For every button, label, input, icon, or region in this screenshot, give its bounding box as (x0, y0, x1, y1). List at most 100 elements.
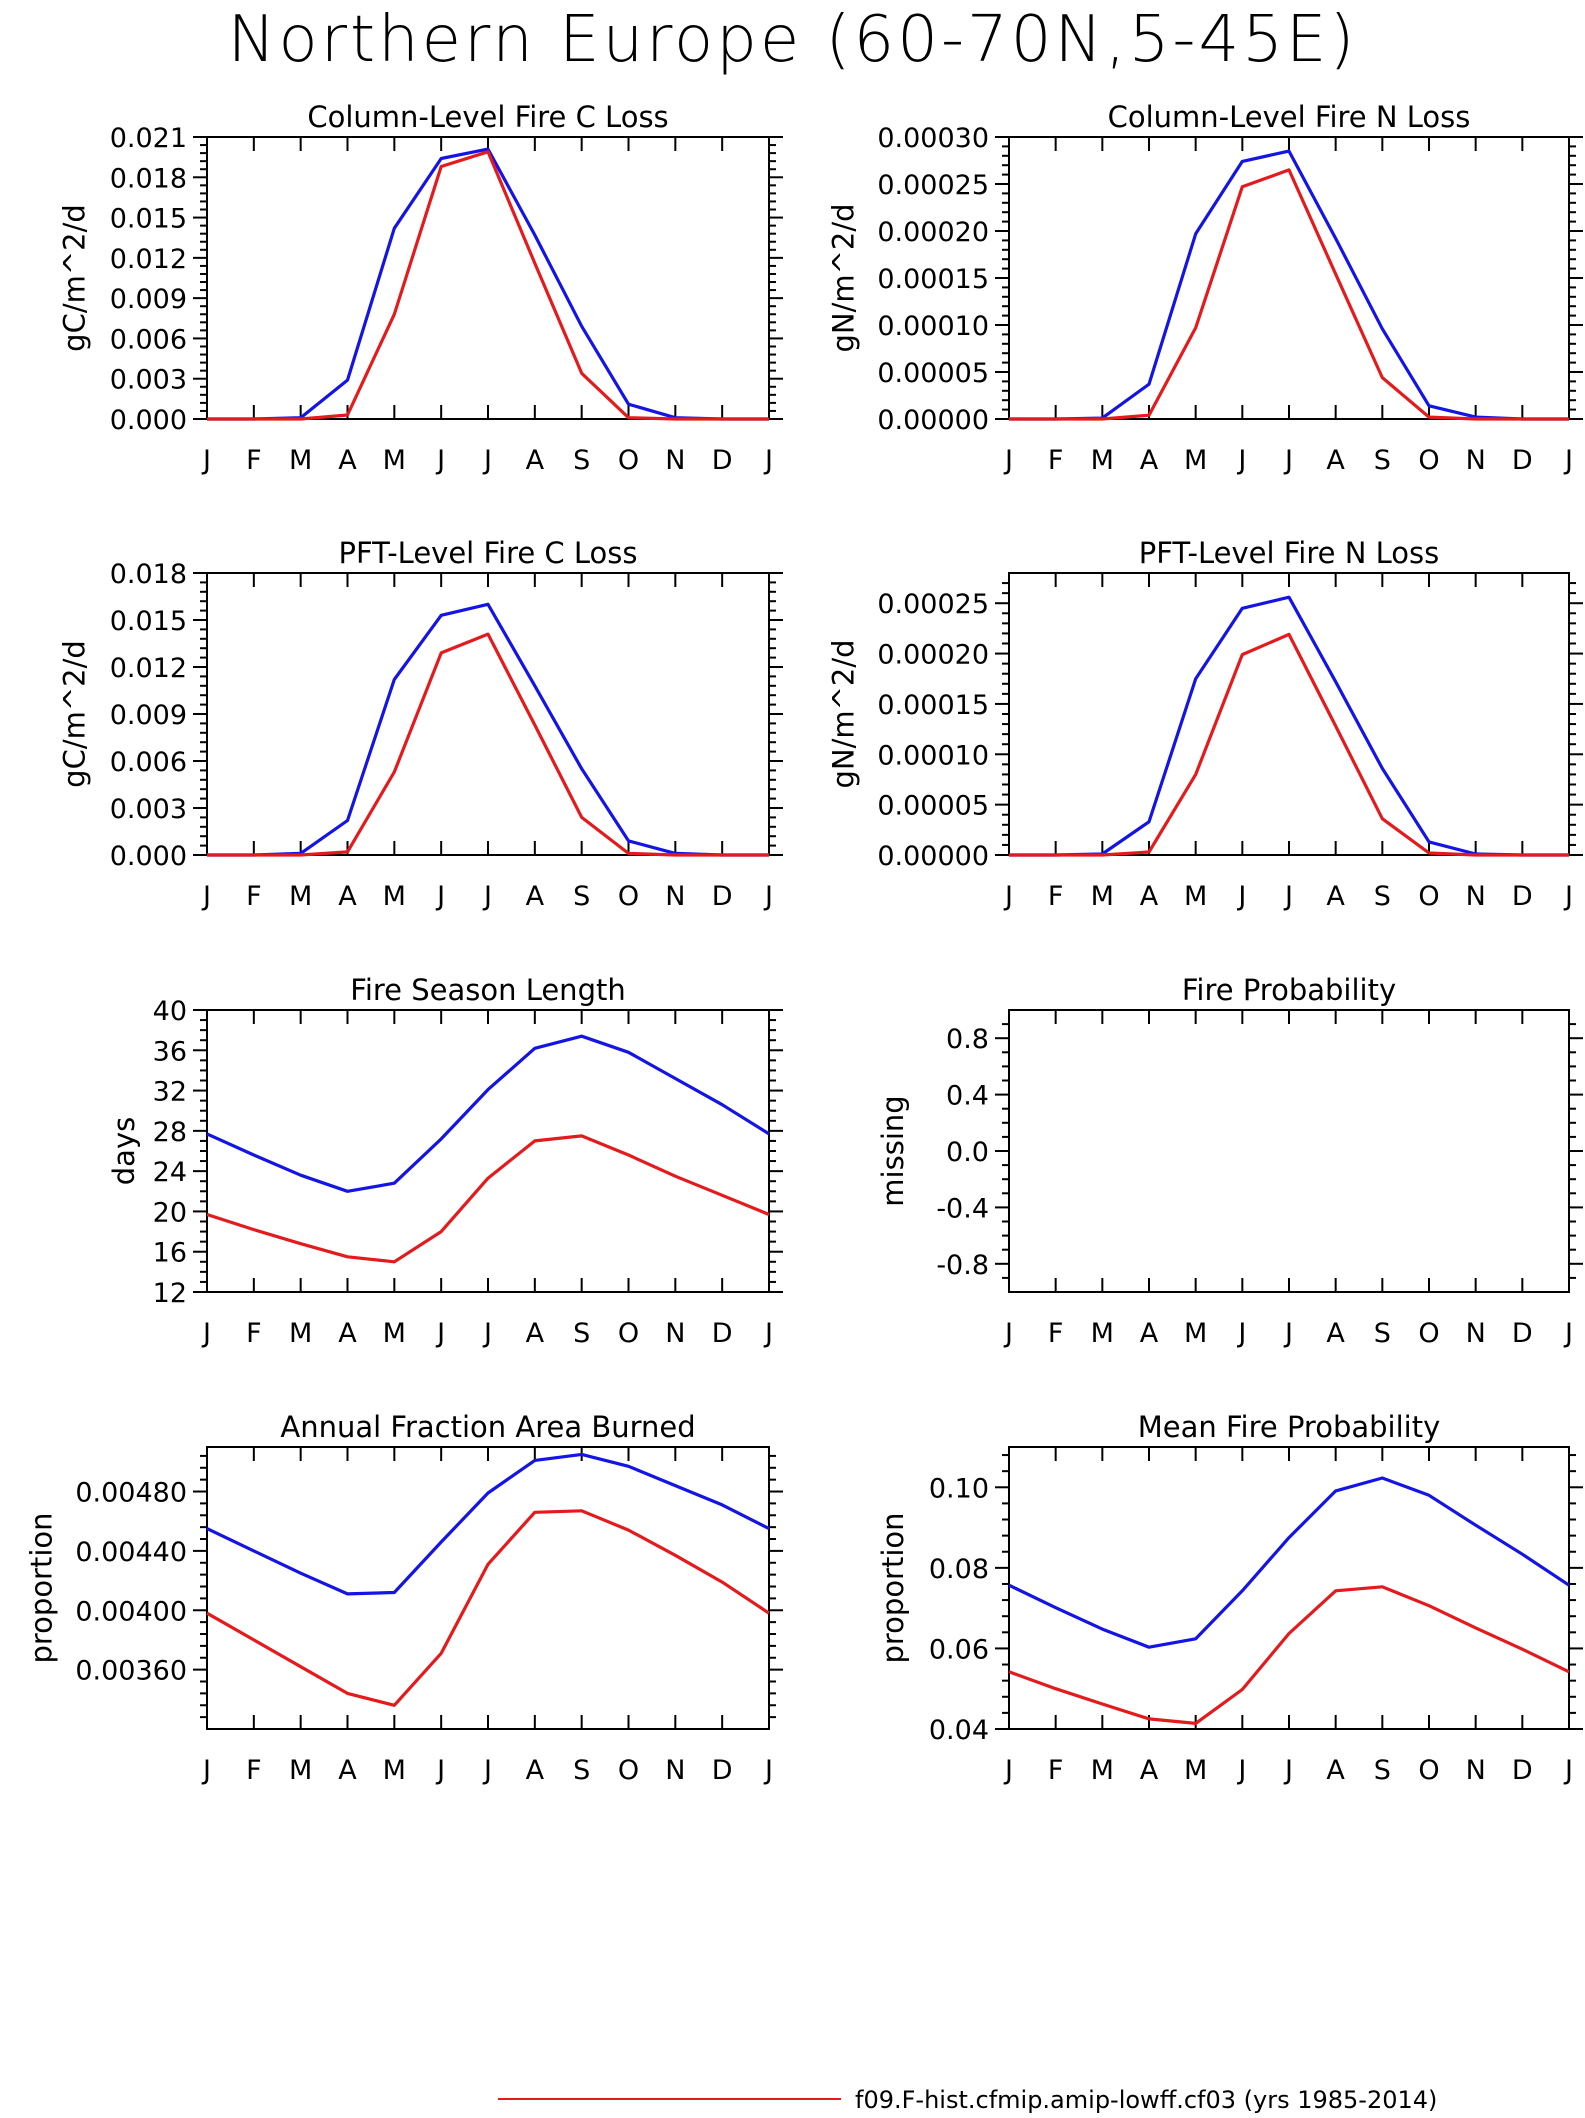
x-tick-label: M (1091, 445, 1114, 476)
y-tick-label: 0.000 (110, 405, 187, 436)
x-tick-label: D (712, 881, 733, 912)
x-tick-label: A (338, 1318, 357, 1349)
y-tick-label: 0.012 (110, 653, 187, 684)
y-tick-label: 0.00020 (877, 217, 989, 248)
x-tick-label: J (1283, 881, 1293, 912)
series-line-blue (1009, 149, 1569, 421)
y-tick-label: 0.08 (929, 1554, 989, 1585)
y-tick-label: 0.006 (110, 324, 187, 355)
x-tick-label: J (1563, 1755, 1573, 1786)
y-tick-label: 0.00030 (877, 123, 989, 154)
x-tick-label: J (763, 445, 773, 476)
y-tick-label: 0.015 (110, 204, 187, 235)
x-tick-label: J (763, 1318, 773, 1349)
y-tick-label: 0.8 (946, 1024, 989, 1055)
x-tick-label: M (1184, 1318, 1207, 1349)
plot-frame (1008, 572, 1570, 856)
y-tick-label: 0.00005 (877, 358, 989, 389)
x-tick-label: A (1326, 445, 1345, 476)
chart-panel-7: J F M A M J J A S O N D J0.003600.004000.004400.0048… (25, 1410, 783, 1786)
x-tick-label: F (1048, 445, 1064, 476)
x-tick-label: M (1184, 881, 1207, 912)
x-tick-label: D (712, 1755, 733, 1786)
y-tick-label: 0.4 (946, 1081, 989, 1112)
chart-title: PFT-Level Fire N Loss (1139, 536, 1439, 570)
legend: f09.F-hist.cfmip.amip-lowff.cf03 (yrs 19… (498, 2086, 1585, 2116)
x-tick-label: A (338, 1755, 357, 1786)
y-tick-label: 0.00015 (877, 690, 989, 721)
x-tick-label: J (763, 881, 773, 912)
figure-title: Northern Europe (60-70N,5-45E) (227, 3, 1358, 77)
y-tick-label: 12 (153, 1278, 187, 1309)
x-tick-label: J (1283, 1755, 1293, 1786)
y-tick-label: 0.00360 (75, 1656, 187, 1687)
x-tick-label: F (246, 881, 262, 912)
x-tick-label: J (435, 445, 445, 476)
x-tick-label: A (1326, 1755, 1345, 1786)
x-tick-label: S (1374, 1318, 1391, 1349)
x-tick-label: D (712, 1318, 733, 1349)
x-tick-label: J (1236, 1318, 1246, 1349)
y-tick-label: 0.00025 (877, 589, 989, 620)
y-tick-label: 0.00000 (877, 841, 989, 872)
plot-frame (206, 136, 770, 420)
x-tick-label: M (383, 1318, 406, 1349)
x-tick-label: N (665, 881, 685, 912)
chart-panel-1: J F M A M J J A S O N D J0.0000.0030.0060.0090.0120.… (58, 100, 783, 476)
y-tick-label: 0.00005 (877, 791, 989, 822)
x-tick-label: J (1003, 1755, 1013, 1786)
y-axis-label: proportion (25, 1512, 59, 1663)
chart-panel-4: J F M A M J J A S O N D J0.000000.000050.000100.0001… (827, 536, 1583, 912)
x-tick-label: O (1418, 1318, 1439, 1349)
x-tick-label: O (1418, 445, 1439, 476)
chart-title: Fire Season Length (350, 973, 625, 1007)
x-tick-label: A (1326, 1318, 1345, 1349)
x-tick-label: J (1003, 1318, 1013, 1349)
y-axis-label: gN/m^2/d (827, 203, 861, 352)
y-tick-label: 0.0 (946, 1137, 989, 1168)
series-line-red (1008, 1585, 1570, 1726)
y-tick-label: 0.04 (929, 1715, 989, 1746)
y-tick-label: 0.00010 (877, 311, 989, 342)
plot-frame (1008, 1446, 1570, 1730)
x-tick-label: M (383, 445, 406, 476)
x-tick-label: N (1466, 881, 1486, 912)
x-tick-label: M (1184, 1755, 1207, 1786)
x-tick-label: M (289, 1755, 312, 1786)
x-tick-label: J (482, 1318, 492, 1349)
x-tick-label: J (1283, 445, 1293, 476)
chart-title: Column-Level Fire C Loss (307, 100, 668, 134)
chart-title: Mean Fire Probability (1138, 1410, 1441, 1444)
x-tick-label: S (573, 1755, 590, 1786)
x-tick-label: J (435, 1755, 445, 1786)
x-tick-label: F (246, 1318, 262, 1349)
y-tick-label: 0.00440 (75, 1537, 187, 1568)
x-tick-label: F (1048, 1755, 1064, 1786)
y-tick-label: 32 (153, 1077, 187, 1108)
series-line-blue (206, 1452, 770, 1596)
y-tick-label: 0.10 (929, 1473, 989, 1504)
y-tick-label: 0.009 (110, 700, 187, 731)
y-tick-label: 0.06 (929, 1634, 989, 1665)
y-tick-label: 0.00480 (75, 1478, 187, 1509)
x-tick-label: A (526, 881, 545, 912)
x-tick-label: A (526, 445, 545, 476)
y-tick-label: 20 (153, 1197, 187, 1228)
x-tick-label: D (1512, 445, 1533, 476)
x-tick-label: O (1418, 881, 1439, 912)
x-tick-label: N (1466, 445, 1486, 476)
x-tick-label: M (1091, 1755, 1114, 1786)
y-tick-label: 0.009 (110, 284, 187, 315)
x-tick-label: A (526, 1318, 545, 1349)
x-tick-label: N (1466, 1318, 1486, 1349)
series-line-blue (1008, 1476, 1570, 1649)
x-tick-label: O (618, 445, 639, 476)
x-tick-label: S (573, 1318, 590, 1349)
x-tick-label: A (1140, 445, 1159, 476)
y-tick-label: 40 (153, 996, 187, 1027)
x-tick-label: J (201, 881, 211, 912)
y-tick-label: 0.018 (110, 559, 187, 590)
series-line-blue (206, 1034, 770, 1193)
chart-title: Column-Level Fire N Loss (1108, 100, 1471, 134)
